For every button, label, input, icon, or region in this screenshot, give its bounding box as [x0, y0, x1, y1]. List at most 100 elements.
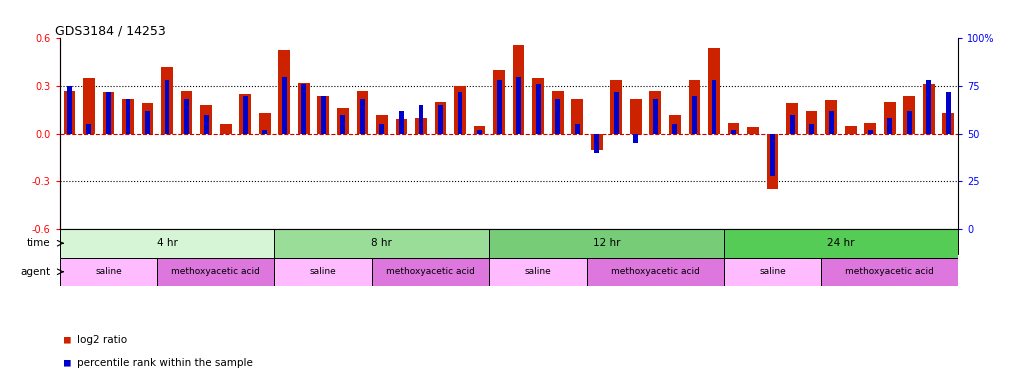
Bar	[181, 91, 192, 134]
Bar	[630, 99, 641, 134]
Text: saline: saline	[95, 267, 122, 276]
Bar	[282, 76, 287, 134]
Bar	[821, 258, 958, 286]
Bar	[555, 99, 560, 134]
Bar	[575, 124, 580, 134]
Bar	[274, 258, 372, 286]
Bar	[60, 258, 157, 286]
Text: log2 ratio: log2 ratio	[77, 335, 127, 345]
Bar	[829, 111, 834, 134]
Bar	[904, 96, 915, 134]
Bar	[845, 126, 856, 134]
Text: 8 hr: 8 hr	[371, 238, 393, 248]
Bar	[106, 92, 111, 134]
Bar	[318, 96, 329, 134]
Bar	[672, 124, 677, 134]
Bar	[454, 86, 466, 134]
Text: 24 hr: 24 hr	[828, 238, 854, 248]
Bar	[60, 229, 274, 258]
Bar	[145, 111, 150, 134]
Bar	[747, 127, 759, 134]
Bar	[536, 84, 541, 134]
Bar	[868, 130, 873, 134]
Text: saline: saline	[759, 267, 786, 276]
Bar	[650, 91, 661, 134]
Bar	[357, 91, 368, 134]
Bar	[653, 99, 658, 134]
Bar	[340, 114, 345, 134]
Bar	[86, 124, 91, 134]
Bar	[399, 111, 404, 134]
Text: GDS3184 / 14253: GDS3184 / 14253	[56, 24, 166, 37]
Bar	[204, 114, 209, 134]
Bar	[790, 114, 795, 134]
Bar	[184, 99, 189, 134]
Text: 4 hr: 4 hr	[156, 238, 178, 248]
Bar	[708, 48, 720, 134]
Bar	[83, 78, 95, 134]
Bar	[731, 130, 736, 134]
Bar	[298, 83, 309, 134]
Bar	[884, 102, 895, 134]
Text: methoxyacetic acid: methoxyacetic acid	[387, 267, 475, 276]
Text: agent: agent	[21, 267, 50, 277]
Bar	[379, 124, 384, 134]
Bar	[376, 114, 388, 134]
Bar	[497, 80, 502, 134]
Bar	[220, 124, 231, 134]
Bar	[396, 119, 407, 134]
Bar	[809, 124, 814, 134]
Bar	[474, 126, 485, 134]
Bar	[689, 79, 700, 134]
Bar	[728, 122, 739, 134]
Bar	[767, 134, 778, 189]
Bar	[926, 80, 931, 134]
Bar	[164, 80, 170, 134]
Bar	[711, 80, 717, 134]
Bar	[337, 108, 348, 134]
Text: percentile rank within the sample: percentile rank within the sample	[77, 358, 253, 368]
Bar	[415, 118, 427, 134]
Bar	[946, 92, 951, 134]
Bar	[591, 134, 602, 149]
Bar	[907, 111, 912, 134]
Bar	[669, 114, 681, 134]
Bar	[122, 99, 134, 134]
Bar	[786, 104, 798, 134]
Bar	[243, 96, 248, 134]
Bar	[513, 45, 524, 134]
Bar	[614, 92, 619, 134]
Bar	[418, 105, 424, 134]
Bar	[865, 122, 876, 134]
Text: time: time	[27, 238, 50, 248]
Bar	[724, 258, 821, 286]
Bar	[493, 70, 505, 134]
Bar	[887, 118, 892, 134]
Bar	[516, 76, 521, 134]
Bar	[67, 86, 72, 134]
Bar	[611, 79, 622, 134]
Text: methoxyacetic acid: methoxyacetic acid	[611, 267, 700, 276]
Bar	[142, 104, 153, 134]
Bar	[457, 92, 463, 134]
Bar	[489, 229, 724, 258]
Bar	[806, 111, 817, 134]
Bar	[923, 84, 934, 134]
Bar	[438, 105, 443, 134]
Bar	[372, 258, 489, 286]
Bar	[587, 258, 724, 286]
Bar	[103, 93, 114, 134]
Bar	[770, 134, 775, 175]
Bar	[262, 130, 267, 134]
Text: ■: ■	[64, 335, 71, 345]
Bar	[477, 130, 482, 134]
Bar	[489, 258, 587, 286]
Bar	[692, 96, 697, 134]
Bar	[435, 102, 446, 134]
Bar	[633, 134, 638, 143]
Text: methoxyacetic acid: methoxyacetic acid	[172, 267, 260, 276]
Bar	[301, 84, 306, 134]
Bar	[321, 96, 326, 134]
Bar	[64, 91, 75, 134]
Bar	[552, 91, 563, 134]
